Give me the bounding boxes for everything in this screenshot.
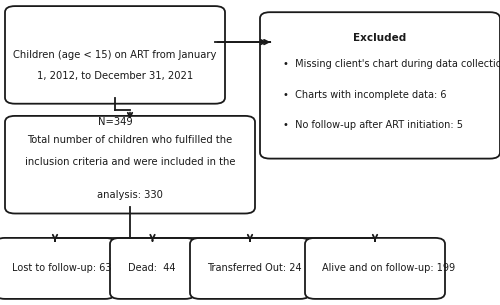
Text: •  No follow-up after ART initiation: 5: • No follow-up after ART initiation: 5 [282,120,463,130]
Text: 1, 2012, to December 31, 2021: 1, 2012, to December 31, 2021 [37,71,193,81]
FancyBboxPatch shape [5,6,225,104]
Text: Transferred Out: 24: Transferred Out: 24 [208,264,302,273]
FancyBboxPatch shape [0,238,115,299]
Text: Total number of children who fulfilled the: Total number of children who fulfilled t… [28,135,233,145]
Text: Excluded: Excluded [354,33,406,43]
FancyBboxPatch shape [5,116,255,214]
Text: inclusion criteria and were included in the: inclusion criteria and were included in … [25,157,236,167]
Text: •  Charts with incomplete data: 6: • Charts with incomplete data: 6 [282,90,446,99]
Text: •  Missing client's chart during data collection: 8: • Missing client's chart during data col… [282,59,500,69]
FancyBboxPatch shape [260,12,500,159]
Text: N=349: N=349 [98,117,132,127]
FancyBboxPatch shape [305,238,445,299]
Text: Lost to follow-up: 63: Lost to follow-up: 63 [12,264,112,273]
Text: Children (age < 15) on ART from January: Children (age < 15) on ART from January [14,50,216,60]
FancyBboxPatch shape [110,238,195,299]
FancyBboxPatch shape [190,238,310,299]
Text: Dead:  44: Dead: 44 [128,264,175,273]
Text: analysis: 330: analysis: 330 [97,190,163,200]
Text: Alive and on follow-up: 199: Alive and on follow-up: 199 [322,264,456,273]
